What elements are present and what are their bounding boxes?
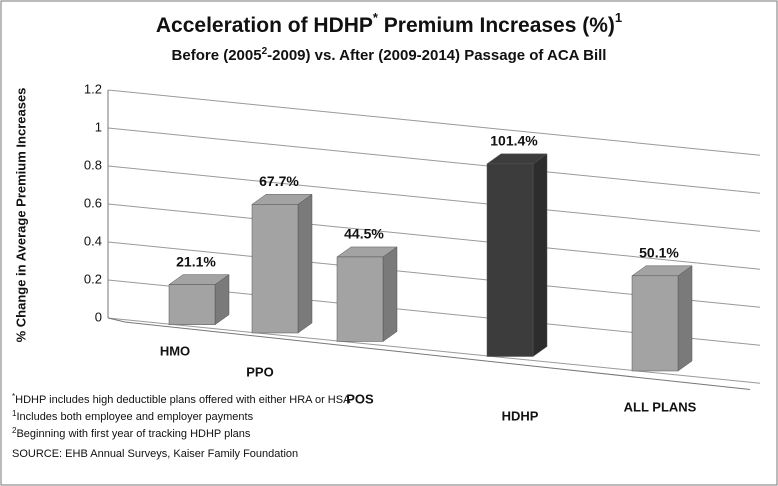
y-tick-label: 0 — [95, 309, 102, 324]
y-tick-label: 1 — [95, 119, 102, 134]
footnote: SOURCE: EHB Annual Surveys, Kaiser Famil… — [12, 448, 298, 460]
bar — [631, 275, 679, 372]
y-tick-label: 0.2 — [84, 271, 102, 286]
value-label: 67.7% — [259, 173, 299, 189]
value-label: 44.5% — [344, 226, 384, 242]
footnote-mark: * — [12, 392, 15, 401]
chart-title: Acceleration of HDHP* Premium Increases … — [156, 10, 622, 36]
bar — [251, 204, 299, 334]
footnote: 1Includes both employee and employer pay… — [12, 409, 254, 423]
x-tick-label: HMO — [160, 343, 190, 358]
y-tick-label: 0.6 — [84, 195, 102, 210]
bar — [486, 163, 534, 357]
x-tick-label: ALL PLANS — [624, 399, 697, 414]
y-tick-label: 0.4 — [84, 233, 102, 248]
x-tick-label: POS — [346, 391, 374, 406]
footnote-text: Includes both employee and employer paym… — [16, 411, 253, 423]
y-tick-label: 1.2 — [84, 81, 102, 96]
x-tick-label: PPO — [246, 364, 273, 379]
footnote: 2Beginning with first year of tracking H… — [12, 426, 251, 440]
value-label: 21.1% — [176, 253, 216, 269]
bar-side — [532, 153, 548, 357]
footnote-mark: 1 — [12, 409, 17, 418]
footnote-mark: 2 — [12, 426, 17, 435]
bar — [336, 256, 384, 342]
value-label: 101.4% — [490, 133, 538, 149]
value-label: 50.1% — [639, 245, 679, 261]
footnote-text: Beginning with first year of tracking HD… — [16, 428, 250, 440]
floor-front — [124, 321, 751, 390]
grid-line — [107, 89, 761, 156]
grid-line — [107, 317, 761, 384]
bar-side — [297, 193, 313, 334]
x-tick-label: HDHP — [502, 408, 539, 423]
footnote-text: SOURCE: EHB Annual Surveys, Kaiser Famil… — [12, 448, 298, 460]
y-axis-label: % Change in Average Premium Increases — [13, 88, 28, 343]
footnote: *HDHP includes high deductible plans off… — [12, 392, 351, 406]
grid-line — [107, 127, 761, 194]
bar-side — [677, 265, 693, 372]
bar-side — [382, 246, 398, 342]
bar — [168, 284, 216, 325]
grid-line — [107, 203, 761, 270]
y-tick-label: 0.8 — [84, 157, 102, 172]
floor-left — [107, 317, 126, 323]
footnote-text: HDHP includes high deductible plans offe… — [15, 394, 351, 406]
chart-subtitle: Before (20052-2009) vs. After (2009-2014… — [172, 46, 607, 64]
grid-line — [107, 165, 761, 232]
